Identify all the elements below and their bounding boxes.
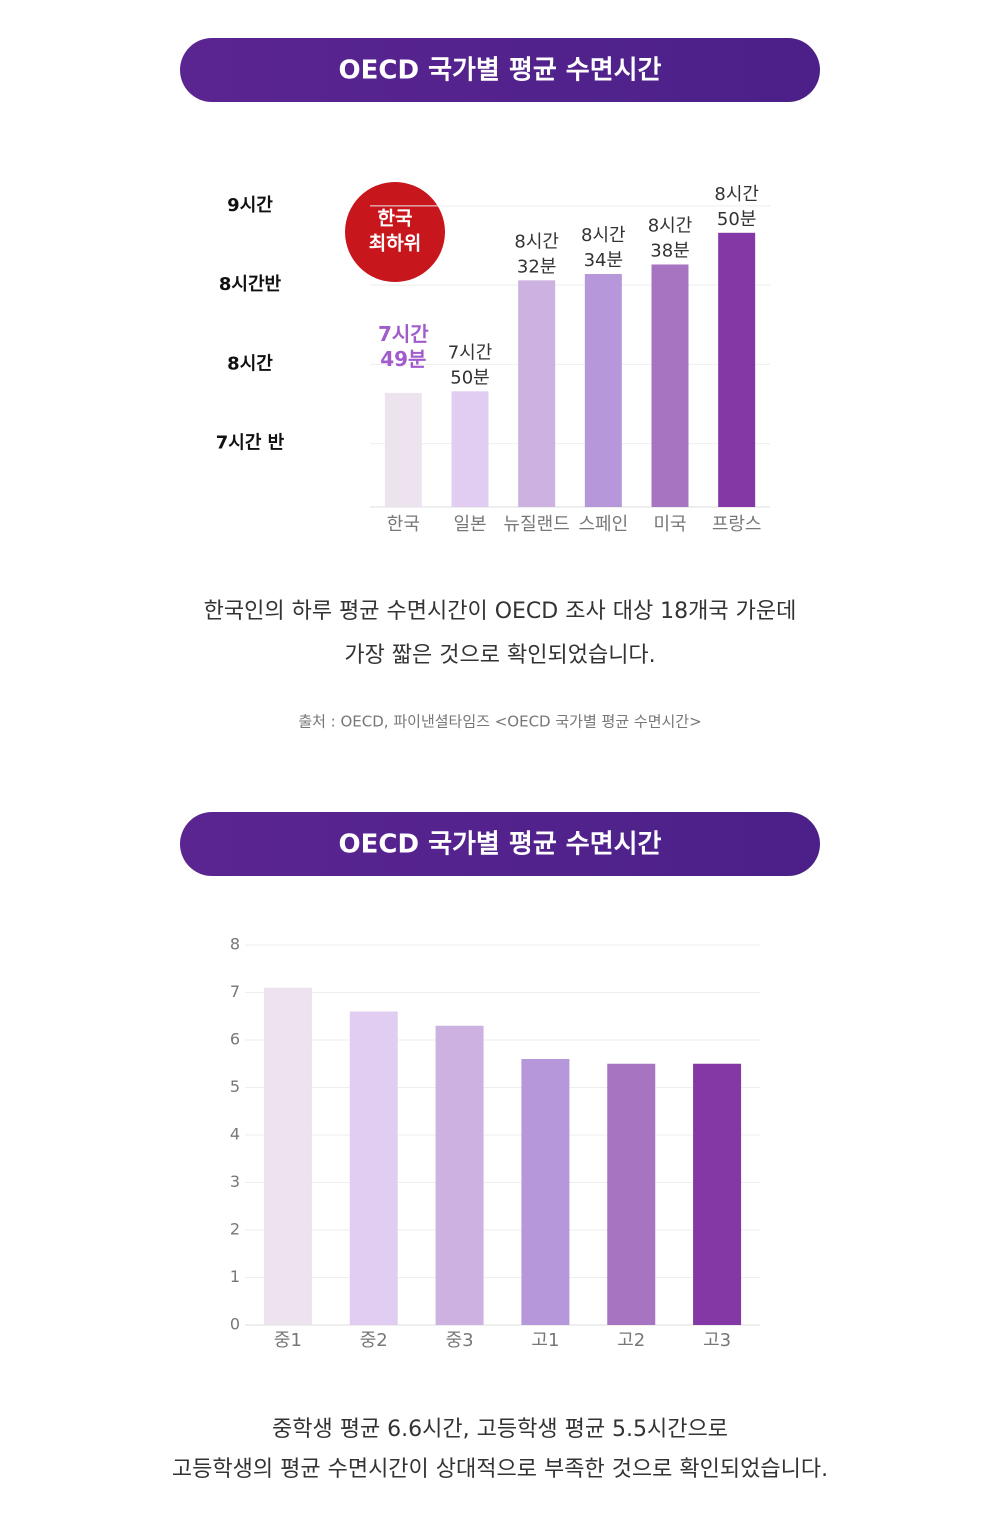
bar [607,1063,656,1325]
bar [518,280,556,507]
badge-text: 최하위 [369,233,421,255]
value-label: 7시간 49분 [378,321,429,370]
chart-title: OECD 국가별 평균 수면시간 [339,56,662,86]
caption: 한국인의 하루 평균 수면시간이 OECD 조사 대상 18개국 가운데 [204,599,797,624]
chart-title: OECD 국가별 평균 수면시간 [339,830,662,860]
x-tick-label: 중1 [274,1330,302,1351]
value-label: 8시간 38분 [648,215,693,261]
x-tick-label: 고2 [617,1330,645,1351]
value-label: 8시간 50분 [714,184,759,230]
title-banner [180,38,820,102]
y-tick-label: 5 [230,1077,240,1096]
x-tick-label: 뉴질랜드 [504,514,570,535]
value-label: 8시간 34분 [581,225,626,271]
x-tick-label: 한국 [387,514,420,535]
badge [345,182,445,282]
bar [521,1059,570,1325]
value-label: 8시간 32분 [514,231,559,277]
bar [349,1011,398,1325]
source: 출처 : OECD, 파이낸셜타임즈 <OECD 국가별 평균 수면시간> [298,713,701,731]
y-tick-label: 3 [230,1172,240,1191]
x-tick-label: 중2 [360,1330,388,1351]
title-banner [180,812,820,876]
y-tick-label: 8 [230,935,240,954]
y-tick-label: 6 [230,1030,240,1049]
bar [693,1063,742,1325]
y-tick-label: 2 [230,1220,240,1239]
caption: 중학생 평균 6.6시간, 고등학생 평균 5.5시간으로 [272,1417,728,1442]
y-tick-label: 8시간반 [219,274,282,295]
y-tick-label: 4 [230,1125,240,1144]
y-tick-label: 0 [230,1315,240,1334]
caption: 가장 짧은 것으로 확인되었습니다. [344,643,655,668]
y-tick-label: 7 [230,982,240,1001]
bar [263,987,312,1325]
x-tick-label: 중3 [446,1330,474,1351]
bar [718,232,756,508]
bar [651,264,689,507]
bar [451,391,489,507]
bar [584,274,622,507]
x-tick-label: 일본 [453,514,486,535]
bar [384,392,422,507]
y-tick-label: 7시간 반 [216,433,285,454]
x-tick-label: 고3 [703,1330,731,1351]
badge-text: 한국 [378,208,413,230]
y-tick-label: 8시간 [227,353,273,374]
value-label: 7시간 50분 [448,342,493,388]
y-tick-label: 1 [230,1267,240,1286]
bar [435,1025,484,1325]
x-tick-label: 프랑스 [712,514,762,535]
x-tick-label: 스페인 [578,514,628,535]
x-tick-label: 고1 [531,1330,559,1351]
x-tick-label: 미국 [653,514,686,535]
caption: 고등학생의 평균 수면시간이 상대적으로 부족한 것으로 확인되었습니다. [172,1457,828,1482]
y-tick-label: 9시간 [227,195,273,216]
